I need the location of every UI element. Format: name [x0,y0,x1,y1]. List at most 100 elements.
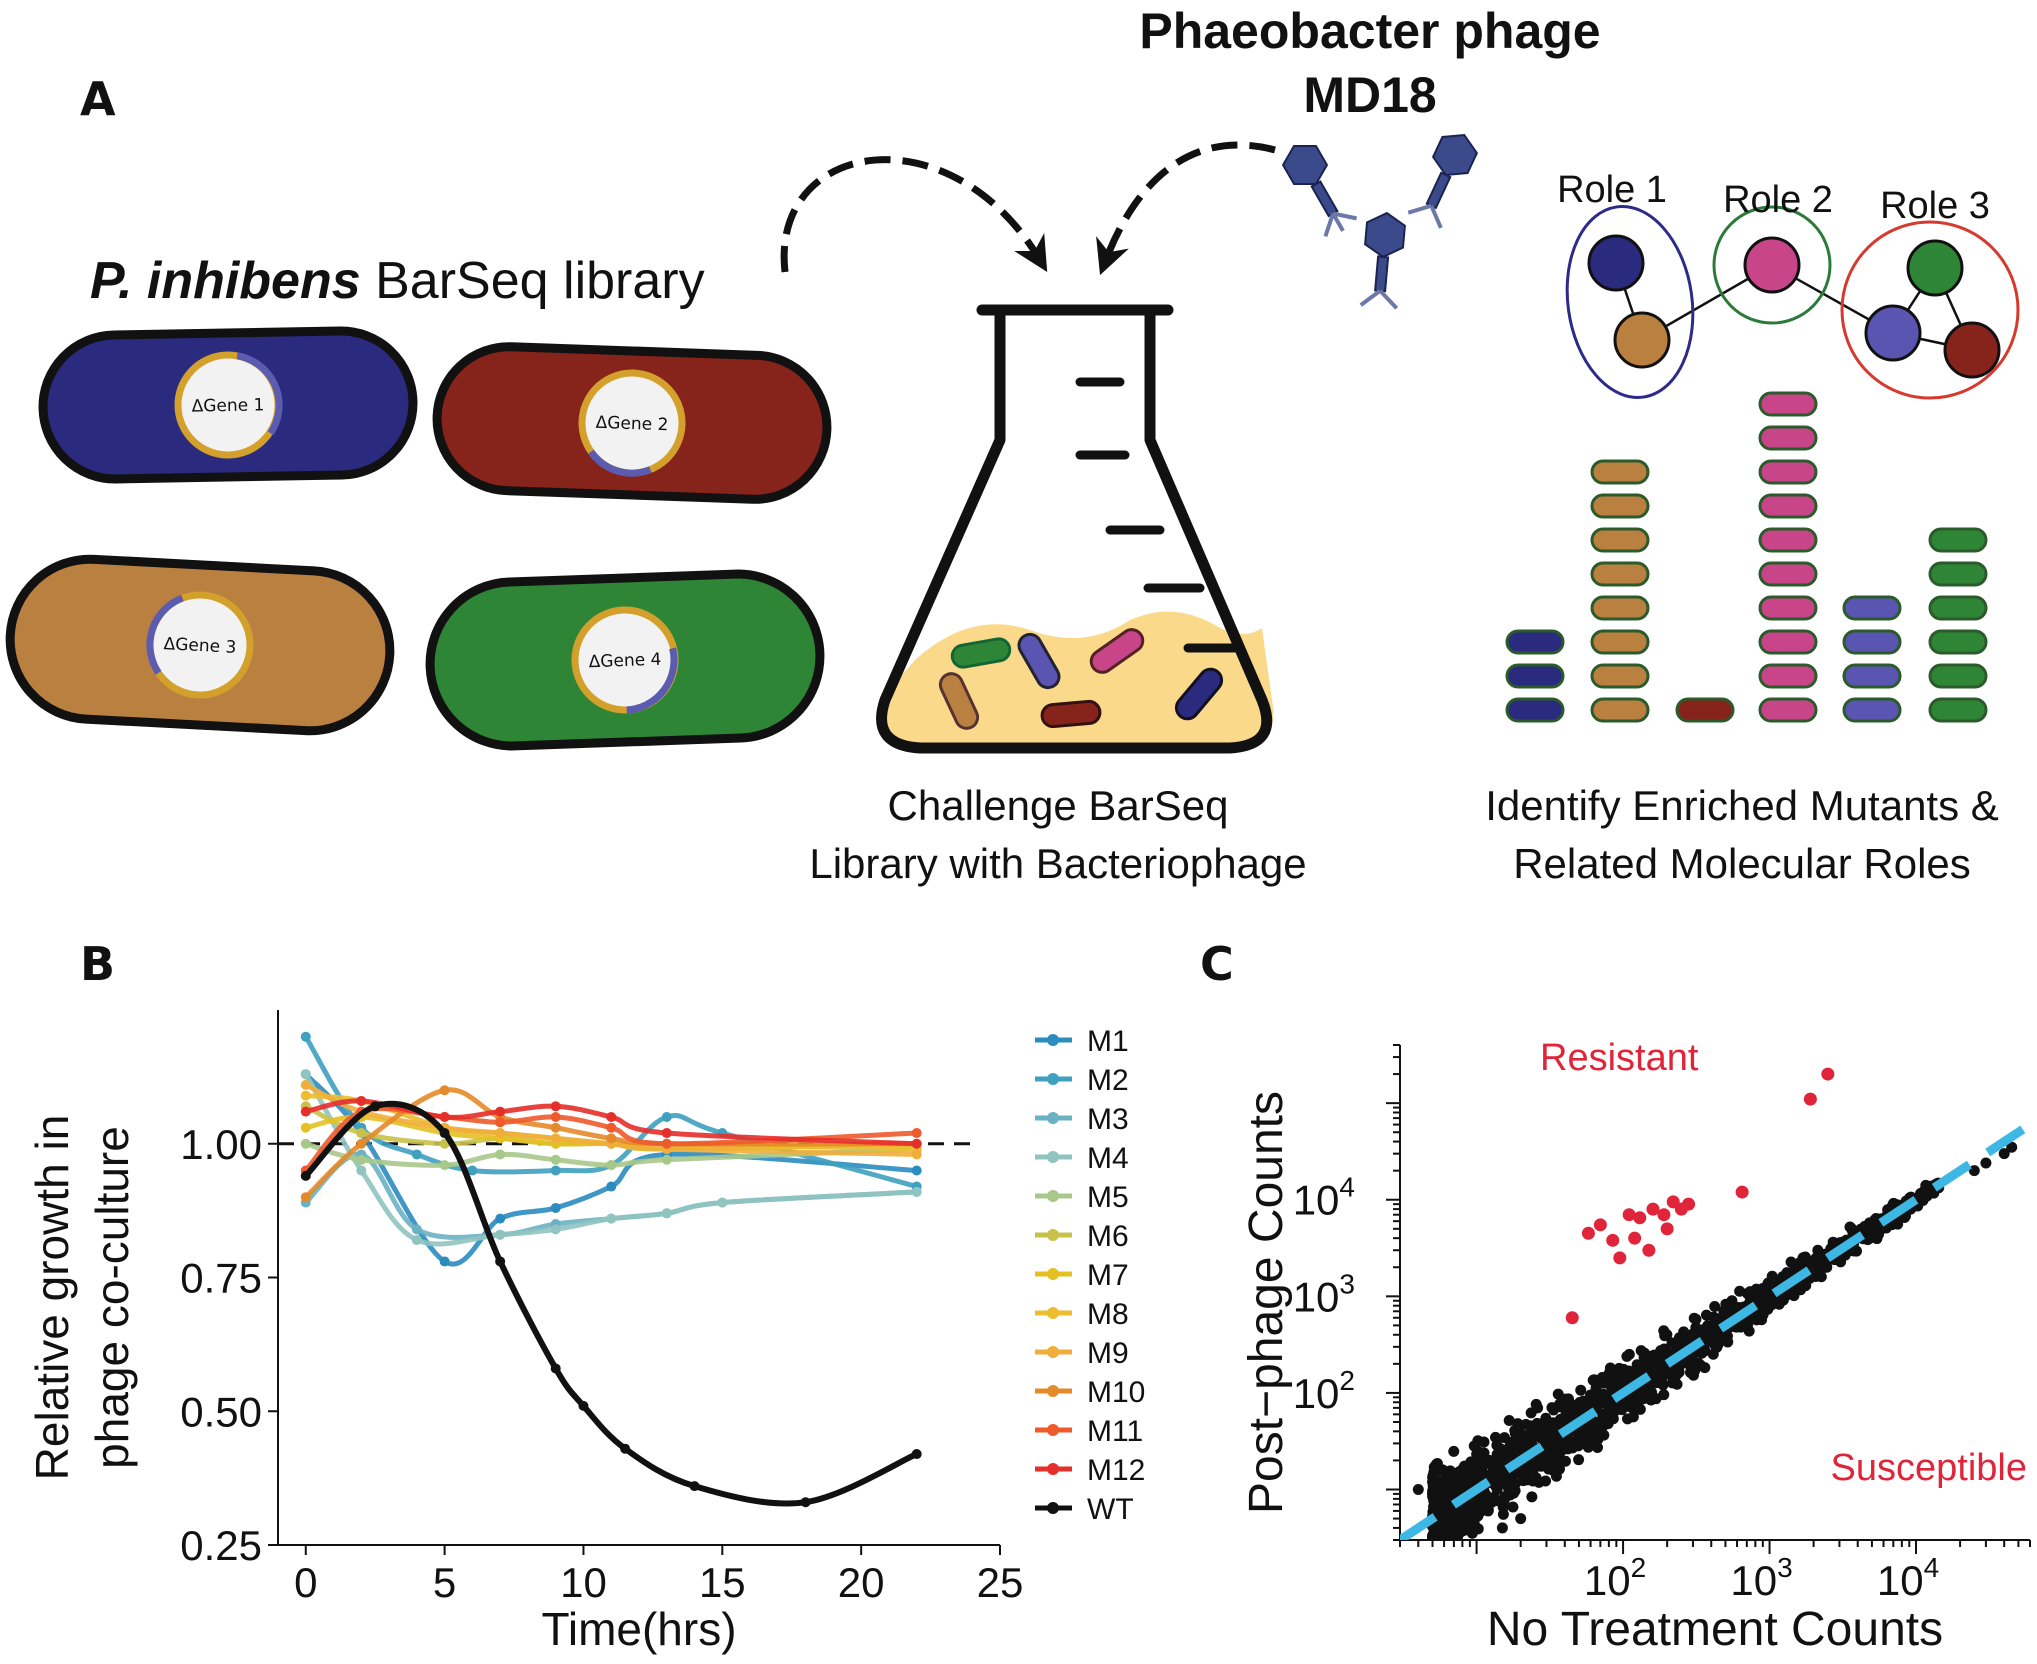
point-M2 [411,1149,422,1160]
stack-cell [1758,459,1818,485]
series-line-M1 [303,1072,917,1267]
stack-cell [1590,493,1650,519]
scatter-point [1432,1539,1438,1540]
x-tick-label: 10 [560,1559,607,1606]
scatter-point [1581,1424,1593,1436]
legend-dot-M9 [1047,1346,1059,1358]
legend-dot-M6 [1047,1229,1059,1241]
point-M5 [300,1138,311,1149]
scatter-point [1700,1309,1712,1321]
scatter-point [1718,1305,1730,1317]
y-tick-label: 1.00 [180,1121,262,1168]
phage-icon [1281,134,1479,310]
point-M9 [911,1149,922,1160]
scatter-point [1671,1378,1683,1390]
scatter-point [1448,1445,1460,1457]
scatter-point [1547,1464,1559,1476]
scatter-point [1517,1430,1529,1442]
scatter-point [1509,1485,1521,1497]
stack-cell [1928,527,1988,553]
point-WT [495,1256,506,1267]
stack-cell [1758,629,1818,655]
point-M9 [550,1133,561,1144]
scatter-point [1426,1488,1438,1500]
plot-area [300,1031,922,1508]
stack-cell [1590,561,1650,587]
cell-label-1: ΔGene 1 [191,395,264,416]
scatter-point [1472,1445,1484,1457]
legend-label-M8: M8 [1087,1298,1129,1331]
point-M4 [606,1213,617,1224]
scatter-point [1686,1355,1698,1367]
scatter-point [1443,1546,1454,1557]
scatter-point [1794,1256,1806,1268]
flask-icon [876,304,1274,754]
point-M7 [300,1122,311,1133]
legend-dot-M7 [1047,1268,1059,1280]
scatter-point [1849,1245,1861,1257]
point-M5 [550,1154,561,1165]
scatter-point [1627,1402,1639,1414]
stack-cell [1928,663,1988,689]
point-WT [370,1101,381,1112]
y-axis-label-line1: Relative growth in [26,1115,78,1481]
annotation-resistant: Resistant [1540,1037,1699,1079]
y-tick-label: 0.50 [180,1388,262,1435]
point-M4 [911,1186,922,1197]
resistant-point [1657,1208,1671,1222]
stack-cell [1505,663,1565,689]
scatter-point [1998,1148,2010,1160]
scatter-point [1873,1228,1885,1240]
scatter-point [1800,1280,1812,1292]
point-M1 [439,1256,450,1267]
tick-base: 10 [1877,1557,1924,1604]
stack-cell [1842,595,1902,621]
resistant-point [1622,1208,1636,1222]
arrow-phage-to-flask [1096,141,1276,276]
resistant-point [1613,1251,1627,1265]
scatter-point [1533,1476,1545,1488]
scatter-point [1598,1388,1610,1400]
point-M1 [606,1181,617,1192]
flask-caption-line1: Challenge BarSeq [888,782,1229,829]
point-M2 [300,1031,311,1042]
resistant-point [1628,1231,1642,1245]
scatter-point [1472,1435,1484,1447]
scatter-point [1448,1469,1460,1481]
x-tick-label: 102 [1584,1552,1646,1604]
scatter-point [1658,1325,1670,1337]
resistant-point [1646,1202,1660,1216]
tick-base: 10 [1293,1370,1340,1417]
y-axis-label-line2: phage co-culture [86,1126,138,1469]
stack-cell [1590,459,1650,485]
x-tick-label: 15 [699,1559,746,1606]
scatter-point [1471,1522,1483,1534]
scatter-point [2006,1141,2018,1153]
legend-label-M2: M2 [1087,1064,1129,1097]
point-M10 [550,1122,561,1133]
stack-cell [1590,663,1650,689]
scatter-point [1431,1458,1443,1470]
tick-exponent: 2 [1339,1365,1355,1396]
legend-dot-M3 [1047,1112,1059,1124]
roles-caption-line2: Related Molecular Roles [1513,840,1971,887]
legend-label-M5: M5 [1087,1181,1129,1214]
role-label-1: Role 1 [1557,169,1667,211]
stack-cell [1928,697,1988,723]
scatter-point [1554,1413,1566,1425]
point-M4 [661,1208,672,1219]
scatter-point [1698,1325,1710,1337]
scatter-point [1438,1476,1450,1488]
stack-cell [1758,561,1818,587]
stack-cell [1842,629,1902,655]
scatter-point [1526,1491,1538,1503]
point-M5 [356,1154,367,1165]
scatter-point [1548,1404,1560,1416]
stack-cell [1758,493,1818,519]
role-label-2: Role 2 [1723,179,1833,221]
point-M1 [911,1165,922,1176]
tick-base: 10 [1584,1557,1631,1604]
scatter-point [1744,1286,1756,1298]
scatter-point [1635,1345,1647,1357]
scatter-point [1602,1406,1614,1418]
